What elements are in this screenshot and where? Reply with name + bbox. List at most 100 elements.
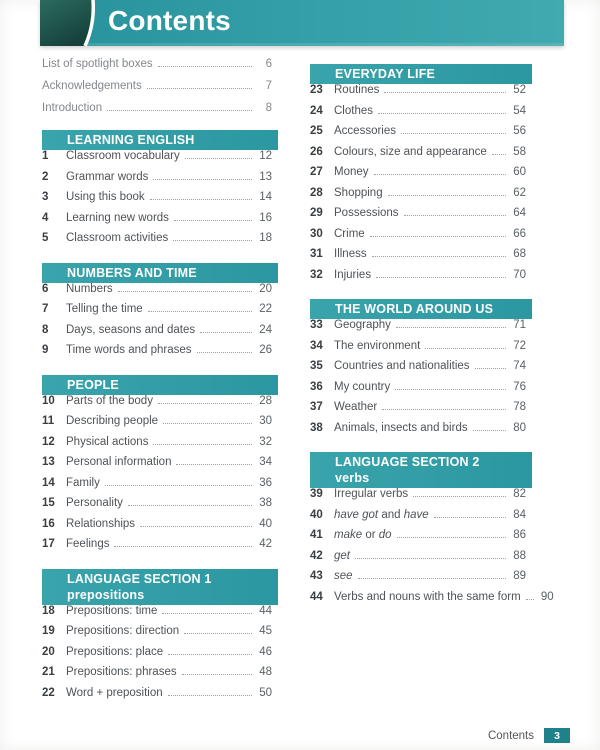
dot-leader [153,443,252,445]
entry-number: 38 [310,421,323,434]
entry-page-number: 20 [259,282,272,295]
dot-leader [149,199,252,200]
dot-leader [168,653,252,655]
toc-entry: 1 Classroom vocabulary 12 [42,150,278,171]
entry-title: Learning new words [66,211,169,224]
entry-page-number: 66 [513,227,526,240]
entry-title: Crime [334,227,365,240]
toc-entry: 7 Telling the time 22 [42,303,278,324]
entry-page-number: 60 [513,166,526,178]
entry-number: 16 [42,517,55,530]
entry-page-number: 42 [259,538,272,550]
dot-leader [395,327,506,328]
dot-leader [525,598,534,600]
dot-leader [200,331,252,333]
dot-leader [472,429,506,431]
entry-number: 5 [42,232,49,244]
entry-page-number: 26 [259,344,272,356]
entry-number: 27 [310,166,323,178]
entry-title: Colours, size and appearance [334,145,487,158]
toc-entry: 44 Verbs and nouns with the same form 90 [310,591,554,612]
entry-title: Routines [334,84,380,96]
entry-number: 28 [310,186,323,199]
entry-page-number: 71 [513,319,526,331]
dot-leader [373,174,506,175]
entry-title: Telling the time [66,303,143,315]
dot-leader [474,368,506,369]
entry-page-number: 80 [513,421,526,434]
toc-entry: 28 Shopping 62 [310,187,532,208]
entry-page-number: 12 [259,150,272,162]
entry-title: My country [334,380,391,393]
toc-entry: 8 Days, seasons and dates 24 [42,324,278,345]
entry-number: 25 [310,125,323,137]
contents-section: LANGUAGE SECTION 2 verbs 39 Irregular verbs… [310,452,554,612]
toc-entry: 15 Personality 38 [42,497,278,518]
dot-leader [146,88,252,89]
entry-page-number: 72 [513,339,526,352]
contents-column-left: List of spotlight boxes 6 Acknowledgements… [42,58,278,717]
entry-title: Classroom activities [66,232,169,244]
entry-page-number: 64 [513,207,526,219]
toc-entry: 11 Describing people 30 [42,415,278,436]
toc-entry: 24 Clothes 54 [310,105,532,126]
entry-number: 23 [310,84,323,96]
section-heading-bar: NUMBERS AND TIME [42,262,278,283]
entry-page-number: 46 [259,645,272,658]
toc-entry: 9 Time words and phrases 26 [42,344,278,365]
toc-entry: 30 Crime 66 [310,228,532,249]
entry-number: 12 [42,435,55,448]
entry-number: 8 [42,323,49,336]
entry-page-number: 78 [513,401,526,413]
section-heading-bar: PEOPLE [42,374,278,395]
section-subheading-text: prepositions [67,587,145,602]
dot-leader [395,388,506,390]
entry-page-number: 14 [259,191,272,203]
section-heading-bar: THE WORLD AROUND US [310,299,532,319]
dot-leader [163,423,252,424]
entry-number: 2 [42,170,49,183]
footer-section-label: Contents [487,729,534,742]
toc-entry: 40 have got and have 84 [310,509,532,530]
dot-leader [425,347,506,349]
section-heading-text: LANGUAGE SECTION 1 [67,571,212,586]
dot-leader [357,578,506,579]
entry-title: Family [66,476,100,489]
dot-leader [181,674,252,675]
entry-page-number: 90 [540,590,554,603]
entry-title: Prepositions: place [66,645,164,658]
dot-leader [162,612,252,614]
entry-title: have got and have [334,508,429,521]
entry-number: 35 [310,360,323,372]
entry-page-number: 22 [259,303,272,315]
entry-page-number: 58 [513,145,526,158]
dot-leader [173,240,252,241]
section-heading-bar: EVERYDAY LIFE [310,64,532,84]
page-footer: Contents 3 [488,728,570,743]
toc-entry: 33 Geography 71 [310,319,532,340]
entry-title: Animals, insects and birds [334,421,468,434]
entry-number: 32 [310,268,323,281]
toc-entry: 19 Prepositions: direction 45 [42,625,278,646]
dot-leader [153,178,252,180]
header-corner-decoration [40,0,96,46]
entry-page-number: 88 [513,549,526,562]
dot-leader [184,158,252,159]
dot-leader [371,256,506,257]
dot-leader [382,409,506,410]
entry-number: 41 [310,529,323,541]
dot-leader [147,311,252,312]
entry-number: 17 [42,538,55,550]
entry-page-number: 84 [513,508,526,521]
entry-title: Numbers [66,282,113,295]
toc-entry: 35 Countries and nationalities 74 [310,360,532,381]
toc-entry: 34 The environment 72 [310,340,532,361]
entry-title: Grammar words [66,170,149,183]
dot-leader [401,133,506,134]
entry-number: 4 [42,211,49,224]
toc-entry: 20 Prepositions: place 46 [42,646,278,667]
entry-title: Shopping [334,186,383,199]
toc-entry: 21 Prepositions: phrases 48 [42,666,278,687]
sections-left: LEARNING ENGLISH 1 Classroom vocabulary 12 2… [42,130,278,707]
